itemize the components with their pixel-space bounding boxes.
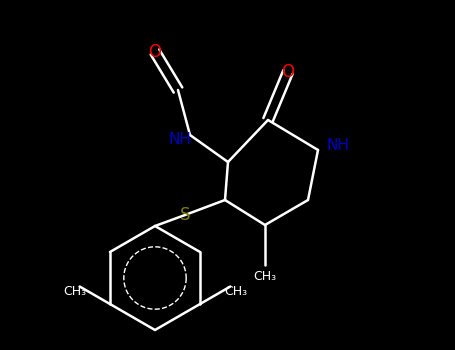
Text: CH₃: CH₃	[253, 271, 277, 284]
Text: NH: NH	[168, 133, 192, 147]
Text: O: O	[282, 63, 294, 81]
Text: CH₃: CH₃	[63, 285, 86, 298]
Text: O: O	[148, 43, 162, 61]
Text: CH₃: CH₃	[224, 285, 247, 298]
Text: NH: NH	[327, 138, 349, 153]
Text: S: S	[180, 206, 190, 224]
